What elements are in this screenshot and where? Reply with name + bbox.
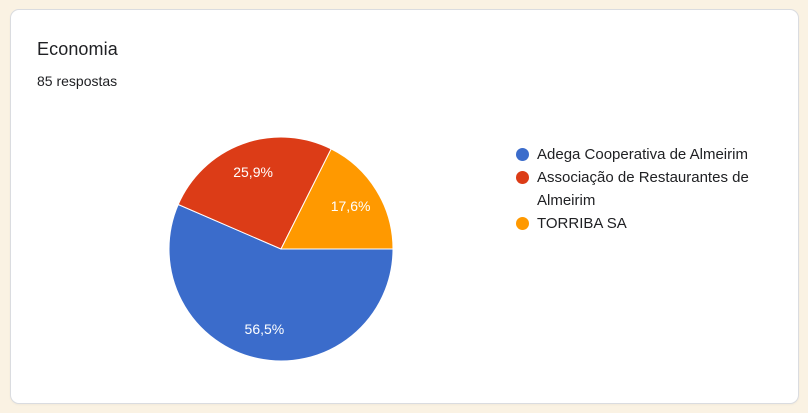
legend-dot-icon: [516, 148, 529, 161]
legend-label: Adega Cooperativa de Almeirim: [537, 146, 748, 163]
pie-chart: 56,5% 25,9% 17,6%: [168, 136, 394, 362]
question-title: Economia: [37, 39, 118, 59]
pie-slice-2: [177, 136, 332, 250]
pie-slice-1: [168, 203, 394, 362]
legend-item-3: TORRIBA SA: [516, 212, 796, 235]
summary-card: Economia 85 respostas 56,5% 25,9% 17,6% Ad…: [10, 9, 799, 404]
slice-percent-label: 17,6%: [331, 198, 371, 214]
chart-legend: Adega Cooperativa de Almeirim Associação …: [516, 143, 796, 235]
legend-dot-icon: [516, 171, 529, 184]
legend-dot-icon: [516, 217, 529, 230]
slice-percent-label: 56,5%: [245, 321, 285, 337]
legend-item-2: Associação de Restaurantes de Almeirim: [516, 166, 796, 212]
slice-percent-label: 25,9%: [233, 164, 273, 180]
legend-label: TORRIBA SA: [537, 215, 627, 232]
legend-item-1: Adega Cooperativa de Almeirim: [516, 143, 796, 166]
pie-slice-3: [280, 148, 394, 250]
response-count: 85 respostas: [37, 73, 118, 89]
legend-label: Associação de Restaurantes de Almeirim: [537, 169, 749, 209]
